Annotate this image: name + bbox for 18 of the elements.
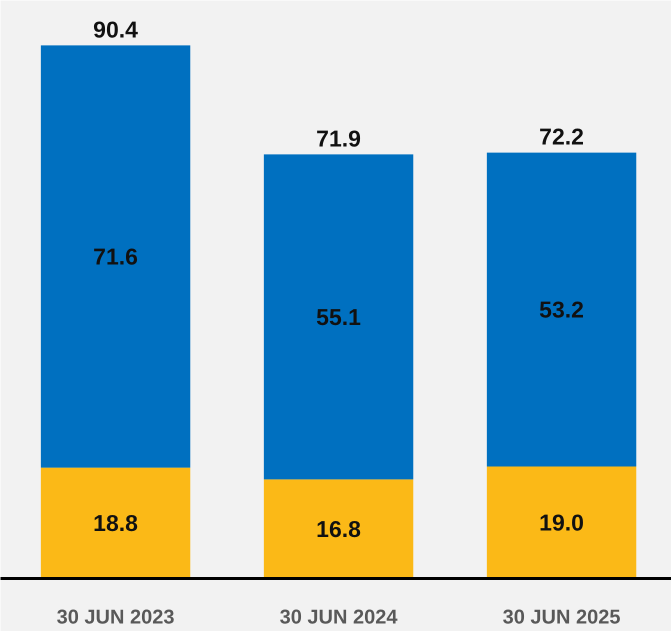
total-label: 72.2: [539, 124, 584, 150]
data-label: 55.1: [316, 304, 362, 330]
data-label: 71.6: [93, 243, 138, 270]
data-label: 18.8: [93, 510, 138, 536]
data-label: 19.0: [539, 509, 584, 536]
bar: [486, 152, 636, 466]
x-tick-label: 30 JUN 2025: [502, 606, 621, 628]
data-label: 53.2: [539, 296, 584, 323]
bar: [486, 466, 636, 578]
x-tick-label: 30 JUN 2023: [56, 606, 175, 628]
data-label: 16.8: [316, 516, 362, 542]
x-tick-label: 30 JUN 2024: [280, 606, 398, 628]
bar: [264, 479, 414, 578]
bar: [40, 45, 190, 468]
total-label: 71.9: [316, 125, 361, 152]
bar: [264, 154, 414, 480]
bar: [40, 468, 190, 578]
total-label: 90.4: [93, 16, 138, 42]
